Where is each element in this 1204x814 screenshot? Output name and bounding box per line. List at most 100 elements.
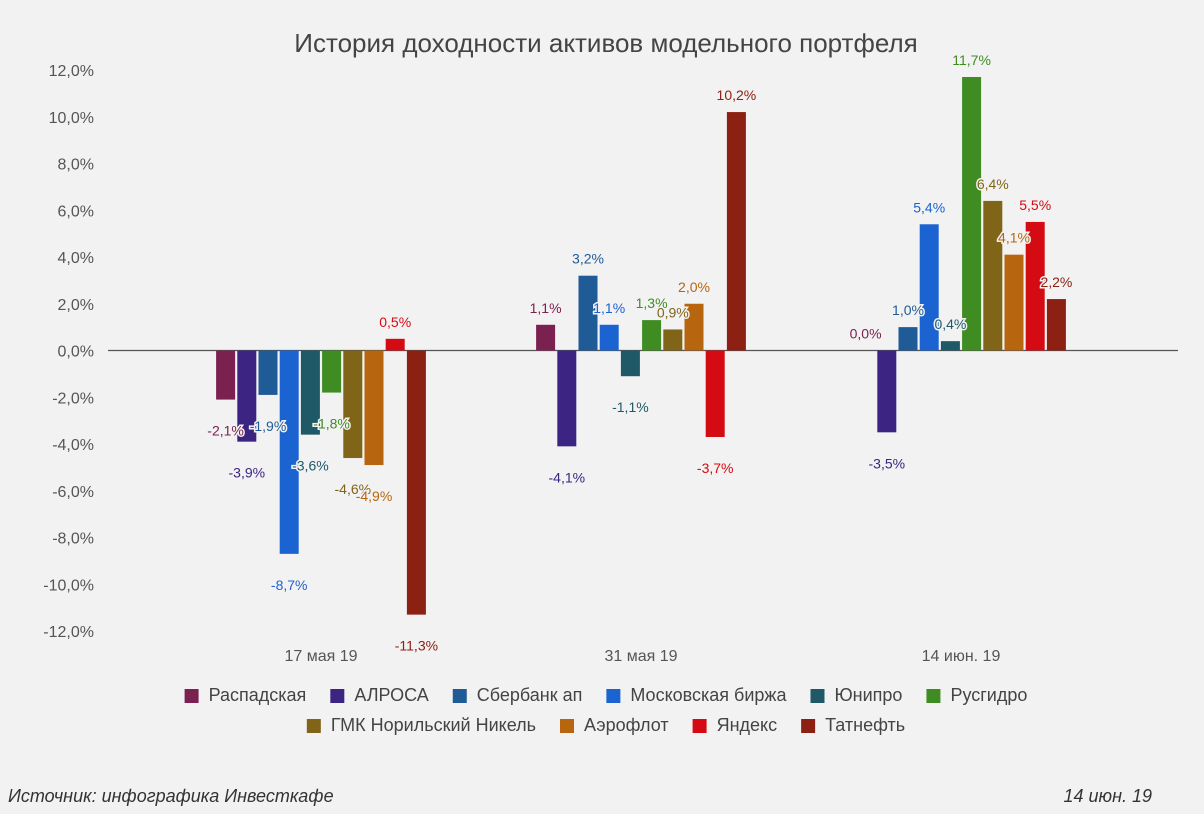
y-tick-label: -8,0% [52,531,94,548]
bar [983,200,1003,351]
data-label: 6,4% [977,176,1009,192]
bar [1025,221,1045,351]
legend-item: Московская биржа [606,685,787,705]
footer-source: Источник: инфографика Инвесткафе [8,786,334,806]
bar [663,329,683,351]
bar [258,350,278,395]
bar [237,350,257,442]
legend-label: АЛРОСА [354,685,428,705]
legend-label: Юнипро [834,685,902,705]
y-tick-label: -4,0% [52,437,94,454]
data-label: 10,2% [717,87,757,103]
bar [385,338,405,351]
bar [300,350,320,435]
legend-swatch [606,689,621,703]
data-label: 2,0% [678,279,710,295]
bar [684,303,704,351]
legend-swatch [810,689,825,703]
data-label: 4,1% [998,230,1030,246]
legend-item: Аэрофлот [560,715,669,735]
chart: История доходности активов модельного по… [43,28,1178,735]
legend-label: Яндекс [717,715,778,735]
y-tick-label: 0,0% [58,344,94,361]
data-label: -3,5% [869,455,906,471]
legend-label: Аэрофлот [584,715,669,735]
legend-item: Яндекс [692,715,778,735]
data-label: 1,1% [593,300,625,316]
legend-item: Русгидро [926,685,1027,705]
data-label: 11,7% [952,52,991,68]
bar [919,224,939,351]
y-tick-label: -2,0% [52,390,94,407]
chart-title: История доходности активов модельного по… [294,28,917,58]
legend-item: АЛРОСА [330,685,429,705]
legend-swatch [306,719,321,733]
bar [364,350,384,466]
data-label: 3,2% [572,251,604,267]
bar [322,350,342,393]
bar [962,77,982,351]
bar [599,324,619,351]
y-tick-label: -6,0% [52,484,94,501]
bar [557,350,577,447]
bar [279,350,299,554]
y-axis: 12,0% 10,0% 8,0% 6,0% 4,0% 2,0% 0,0% -2,0% -4,0%… [43,63,94,641]
y-tick-label: 8,0% [58,157,94,174]
data-label: -1,1% [612,399,649,415]
bar [536,324,556,351]
data-label: 5,5% [1019,197,1051,213]
bar [642,320,662,351]
legend-label: Московская биржа [630,685,787,705]
legend-label: Сбербанк ап [477,685,583,705]
bar [343,350,363,459]
bar [1004,254,1024,351]
legend-label: Русгидро [950,685,1027,705]
data-label: 5,4% [913,199,945,215]
data-label: -8,7% [271,577,308,593]
x-tick-label: 17 мая 19 [284,648,357,665]
data-label: -4,1% [549,469,586,485]
data-label: 2,2% [1040,274,1072,290]
y-tick-label: -12,0% [43,624,94,641]
y-tick-label: 4,0% [58,250,94,267]
footer-date: 14 июн. 19 [1063,786,1153,806]
legend-item: ГМК Норильский Никель [306,715,536,735]
x-axis: 17 мая 19 31 мая 19 14 июн. 19 [284,648,1000,665]
data-labels: -2,1% 1,1% 0,0% -3,9% -4,1% -3,5% -1,9% 3,2% 1,0… [206,51,1074,656]
y-tick-label: 12,0% [49,63,94,80]
legend-label: Татнефть [825,715,905,735]
legend-swatch [926,689,941,703]
bar [216,350,236,400]
legend-item: Татнефть [801,715,905,735]
data-label: -3,9% [229,465,266,481]
data-label: -4,9% [356,488,393,504]
x-tick-label: 31 мая 19 [604,648,677,665]
legend: Распадская АЛРОСА Сбербанк ап Московская би… [184,685,1027,735]
bar [940,341,960,351]
data-label: -1,9% [250,418,287,434]
legend-item: Сбербанк ап [452,685,583,705]
legend-item: Юнипро [810,685,902,705]
x-tick-label: 14 июн. 19 [922,648,1001,665]
y-tick-label: 2,0% [58,297,94,314]
bar [406,350,426,615]
bar [877,350,897,433]
data-label: -3,6% [292,458,329,474]
legend-swatch [692,719,707,733]
bars [216,77,1066,615]
legend-swatch [184,689,199,703]
legend-swatch [560,719,575,733]
data-label: -11,3% [395,638,438,654]
legend-swatch [330,689,345,703]
legend-label: ГМК Норильский Никель [331,715,536,735]
legend-label: Распадская [209,685,307,705]
legend-swatch [452,689,467,703]
bar [705,350,725,437]
data-label: -4,6% [335,481,372,497]
bar [898,327,918,351]
y-tick-label: -10,0% [43,577,94,594]
data-label: 1,3% [636,295,668,311]
bar [578,275,598,351]
bar [726,112,746,351]
data-label: 0,5% [379,314,411,330]
